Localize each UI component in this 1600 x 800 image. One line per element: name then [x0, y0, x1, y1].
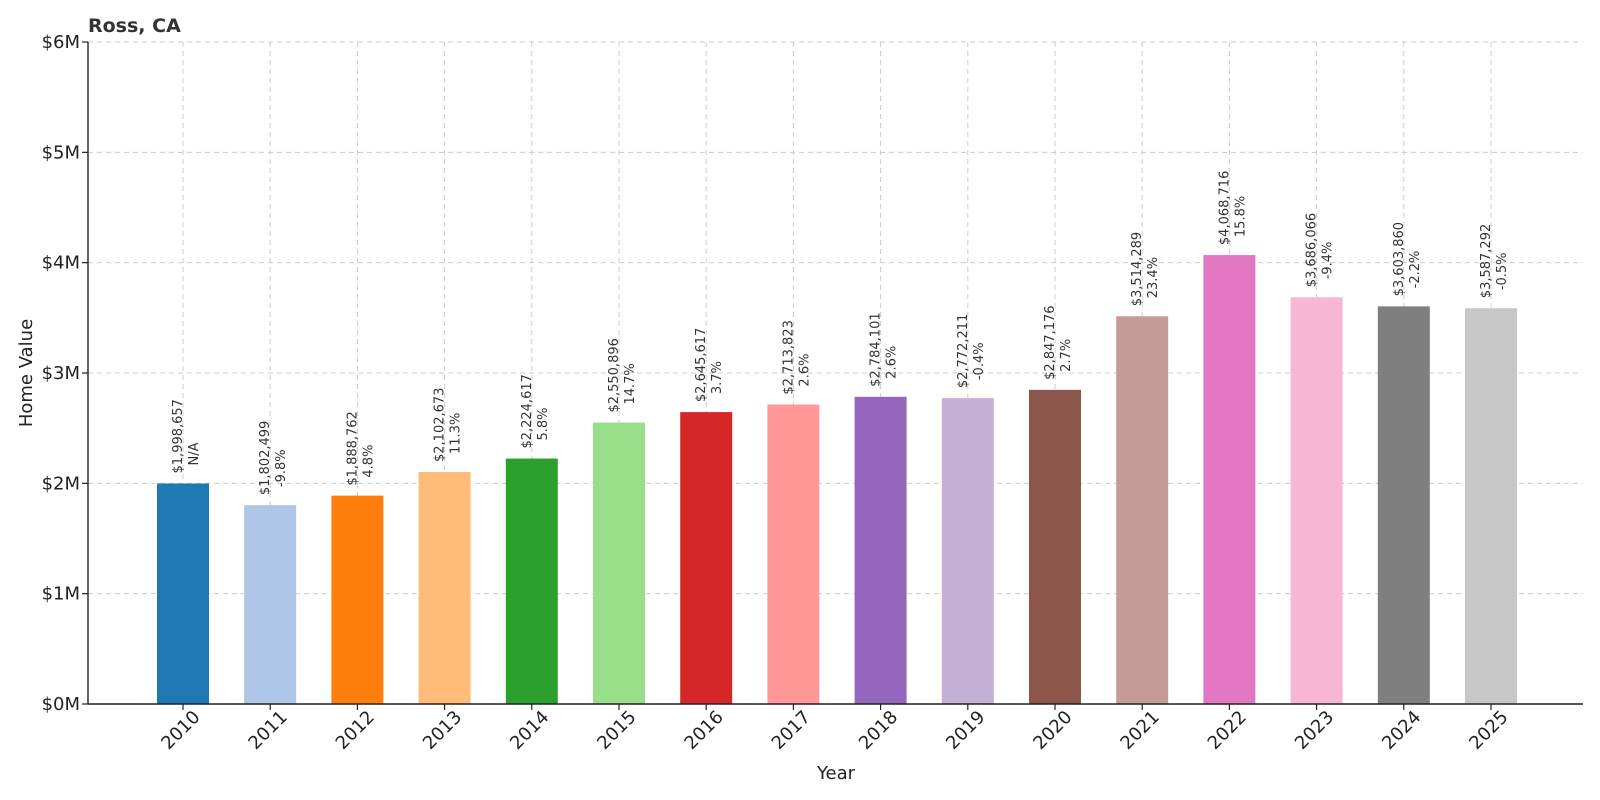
value-label: $1,802,499 — [258, 421, 273, 495]
x-tick-label: 2018 — [855, 707, 902, 754]
change-label: 3.7% — [710, 361, 725, 394]
bar-2022 — [1203, 255, 1256, 704]
value-label: $2,713,823 — [781, 320, 796, 394]
bar-2025 — [1465, 308, 1517, 704]
y-axis-label: Home Value — [16, 319, 37, 427]
bars — [157, 255, 1517, 704]
change-label: 11.3% — [449, 413, 464, 454]
value-label: $2,772,211 — [956, 314, 971, 388]
x-tick-label: 2025 — [1465, 707, 1512, 754]
y-tick-label: $2M — [42, 473, 80, 494]
bar-2023 — [1290, 297, 1343, 704]
y-tick-label: $0M — [42, 694, 80, 715]
y-tick-label: $1M — [42, 584, 80, 605]
value-label: $1,888,762 — [345, 411, 360, 485]
change-label: 4.8% — [361, 445, 376, 478]
bar-2024 — [1377, 306, 1430, 704]
change-label: 15.8% — [1233, 196, 1248, 237]
grid-lines — [88, 41, 1583, 704]
change-label: -0.5% — [1495, 252, 1510, 290]
data-labels: $1,998,657 N/A $1,802,499 -9.8% $1,888,762 4.… — [171, 171, 1510, 495]
change-label: 23.4% — [1146, 257, 1161, 298]
bar-2016 — [680, 412, 733, 704]
x-tick-label: 2021 — [1116, 707, 1163, 754]
x-tick-label: 2011 — [244, 707, 291, 754]
x-tick-label: 2013 — [419, 707, 466, 754]
y-tick-label: $3M — [42, 363, 80, 384]
x-axis-label: Year — [816, 763, 856, 784]
y-tick-label: $4M — [42, 253, 80, 274]
x-tick-label: 2014 — [506, 707, 553, 754]
bar-2010 — [157, 483, 209, 704]
x-tick-label: 2019 — [942, 707, 989, 754]
value-label: $2,102,673 — [433, 388, 448, 462]
x-tick-label: 2017 — [768, 707, 815, 754]
change-label: 14.7% — [623, 363, 638, 404]
value-label: $3,603,860 — [1392, 222, 1407, 296]
bar-2018 — [854, 396, 907, 704]
x-tick-label: 2022 — [1204, 707, 1251, 754]
value-label: $2,784,101 — [869, 312, 884, 386]
change-label: N/A — [187, 442, 202, 465]
x-tick-label: 2010 — [157, 707, 204, 754]
value-label: $3,514,289 — [1130, 232, 1145, 306]
bar-2017 — [767, 404, 820, 704]
change-label: 2.7% — [1059, 339, 1074, 372]
value-label: $3,686,066 — [1305, 213, 1320, 287]
bar-2021 — [1116, 316, 1169, 704]
bar-2012 — [331, 495, 384, 704]
chart-title: Ross, CA — [88, 15, 181, 37]
bar-2019 — [941, 398, 994, 704]
bar-2013 — [418, 472, 471, 704]
x-tick-label: 2024 — [1378, 707, 1425, 754]
bar-2015 — [593, 422, 645, 704]
bar-2020 — [1029, 389, 1081, 704]
y-tick-label: $5M — [42, 142, 80, 163]
x-tick-label: 2012 — [332, 707, 379, 754]
change-label: -9.4% — [1321, 242, 1336, 280]
y-tick-label: $6M — [42, 32, 80, 53]
value-label: $2,224,617 — [520, 374, 535, 448]
value-label: $2,847,176 — [1043, 305, 1058, 379]
value-label: $4,068,716 — [1217, 171, 1232, 245]
change-label: -9.8% — [274, 449, 289, 487]
x-tick-label: 2020 — [1029, 707, 1076, 754]
value-label: $1,998,657 — [171, 399, 186, 473]
change-label: -2.2% — [1408, 251, 1423, 289]
x-tick-label: 2016 — [680, 707, 727, 754]
value-label: $2,550,896 — [607, 338, 622, 412]
value-label: $3,587,292 — [1479, 224, 1494, 298]
change-label: 5.8% — [536, 408, 551, 441]
bar-2014 — [505, 458, 558, 704]
x-tick-label: 2023 — [1291, 707, 1338, 754]
value-label: $2,645,617 — [694, 328, 709, 402]
change-label: 2.6% — [797, 354, 812, 387]
change-label: 2.6% — [885, 346, 900, 379]
bar-2011 — [244, 505, 297, 704]
change-label: -0.4% — [972, 342, 987, 380]
x-tick-label: 2015 — [593, 707, 640, 754]
